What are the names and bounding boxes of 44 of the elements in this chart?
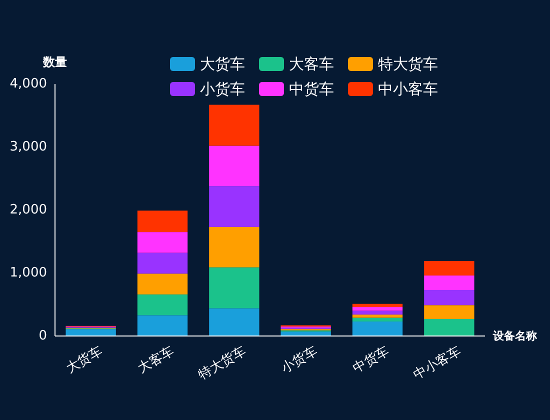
bar (424, 290, 474, 306)
bar (209, 146, 260, 186)
legend-label: 大货车 (200, 55, 245, 73)
y-tick-label: 3,000 (10, 140, 47, 154)
bar (424, 305, 474, 319)
bar (66, 329, 116, 336)
bar (424, 318, 474, 336)
x-tick-label: 中小客车 (410, 343, 464, 384)
legend-label: 小货车 (200, 80, 245, 98)
bar (352, 307, 403, 311)
y-tick-label: 0 (38, 328, 47, 344)
y-tick-label: 4,000 (10, 76, 47, 92)
bar (352, 318, 403, 322)
bar (137, 232, 188, 253)
x-tick-label: 中货车 (350, 344, 392, 377)
x-tick-label: 大客车 (135, 343, 177, 377)
bar (352, 310, 403, 315)
bar (209, 186, 260, 228)
y-axis-title: 数量 (42, 55, 67, 69)
bar (209, 227, 260, 268)
bar (209, 308, 260, 336)
bar (352, 304, 403, 308)
bar (137, 252, 188, 274)
x-tick-label: 小货车 (278, 344, 320, 377)
bar (137, 210, 188, 232)
legend-label: 中货车 (289, 80, 334, 98)
bar (209, 267, 260, 308)
x-tick-label: 特大货车 (196, 344, 249, 384)
y-tick-label: 1,000 (10, 266, 47, 280)
x-axis-title: 设备名称 (492, 330, 538, 342)
legend-label: 特大货车 (378, 55, 438, 73)
bar (209, 104, 260, 146)
bar (352, 314, 403, 318)
bar (280, 332, 331, 336)
bar (137, 294, 188, 316)
bar (352, 322, 403, 336)
legend-label: 中小客车 (378, 80, 438, 98)
legend-label: 大客车 (289, 55, 334, 73)
bar (137, 274, 188, 294)
bar (424, 261, 474, 276)
x-tick-label: 大货车 (64, 344, 106, 377)
bar (424, 276, 474, 290)
bar (137, 315, 188, 336)
y-tick-label: 2,000 (10, 202, 47, 218)
